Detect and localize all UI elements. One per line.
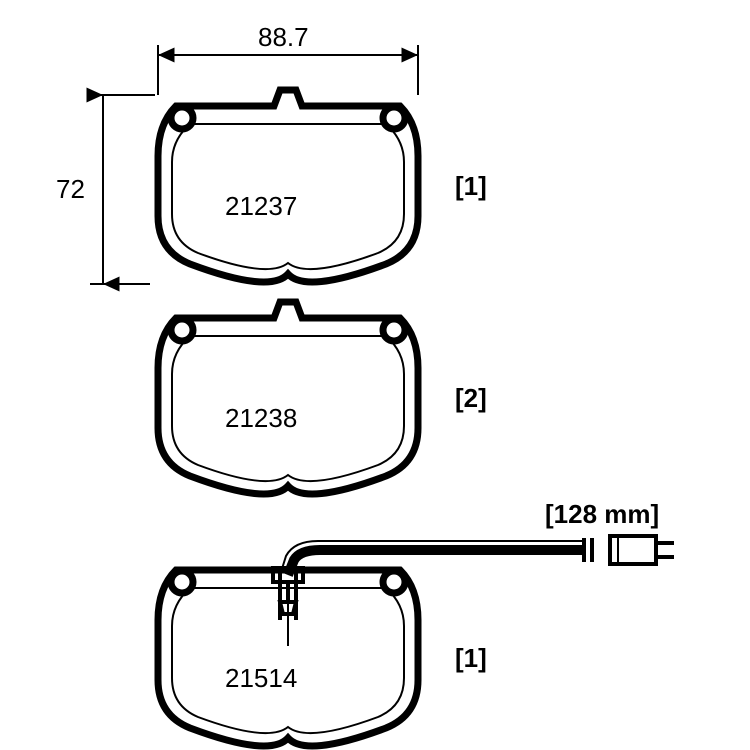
pad-1 [158,90,418,282]
pad-1-partnum: 21237 [225,191,297,221]
pad-2 [158,302,418,494]
dim-height-label: 72 [56,174,85,204]
wear-sensor: [128 mm] [273,499,674,614]
pad-2-qty: [2] [455,383,487,413]
pad-3-qty: [1] [455,643,487,673]
pad-3 [158,570,418,746]
pad-1-qty: [1] [455,171,487,201]
wire-length-label: [128 mm] [545,499,659,529]
brake-pad-diagram: 88.7 72 21237 [1] 21238 [2] [0,0,750,750]
pad-2-partnum: 21238 [225,403,297,433]
dim-width-label: 88.7 [258,22,309,52]
pad-3-partnum: 21514 [225,663,297,693]
dimensions: 88.7 72 [56,22,418,284]
